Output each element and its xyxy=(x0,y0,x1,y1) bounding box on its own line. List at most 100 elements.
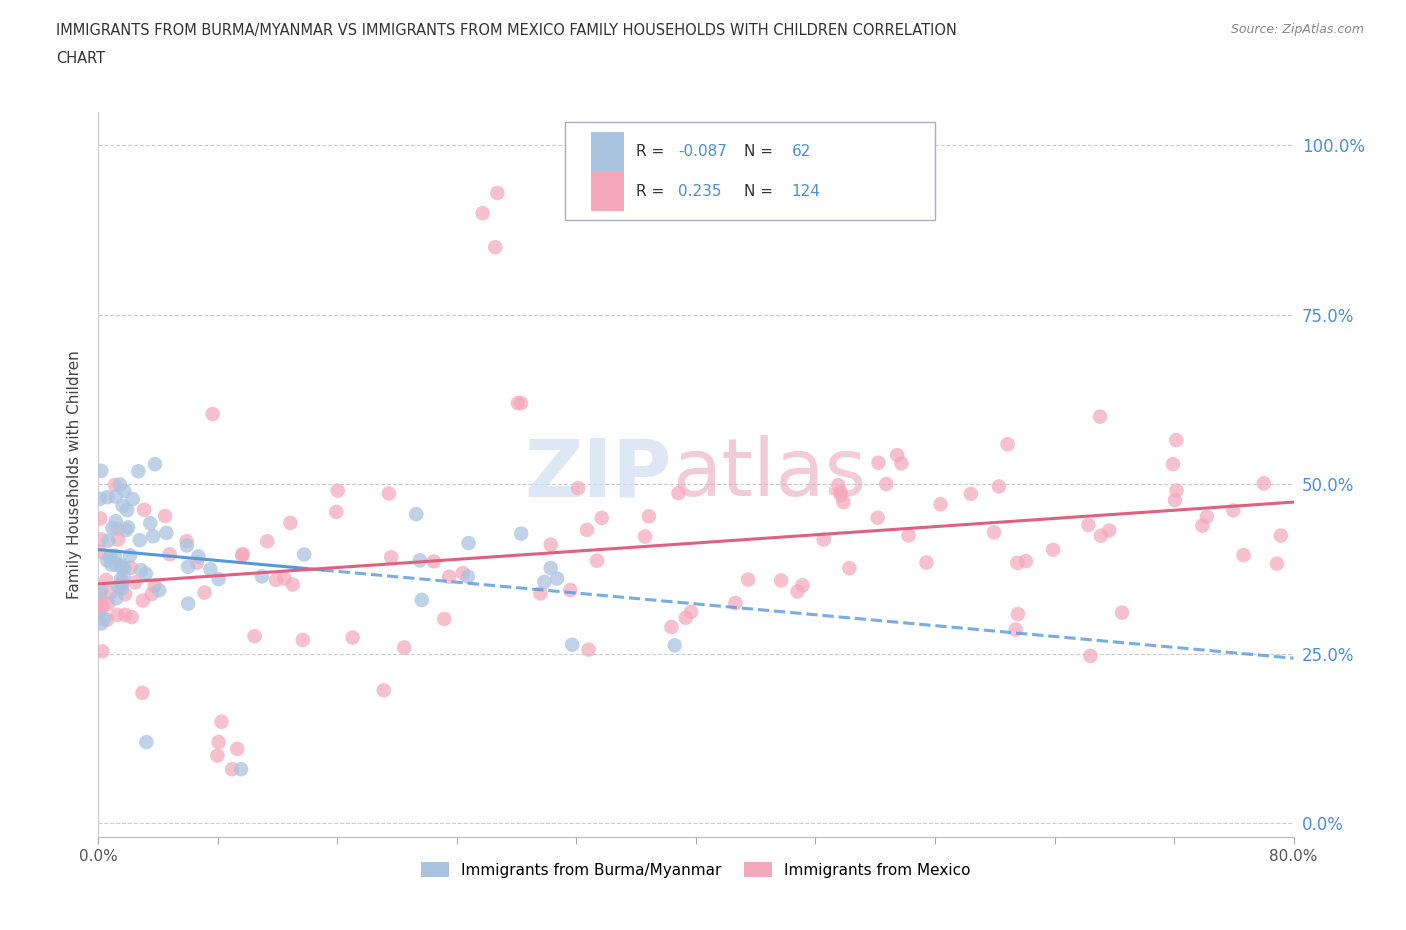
Point xyxy=(378,486,401,501)
Text: IMMIGRANTS FROM BURMA/MYANMAR VS IMMIGRANTS FROM MEXICO FAMILY HOUSEHOLDS WITH C: IMMIGRANTS FROM BURMA/MYANMAR VS IMMIGRA… xyxy=(56,23,957,38)
Point xyxy=(737,572,759,587)
Point xyxy=(90,584,112,599)
Point xyxy=(121,492,143,507)
Text: 0.235: 0.235 xyxy=(678,184,721,199)
Point xyxy=(1077,518,1099,533)
Point xyxy=(533,575,555,590)
Point xyxy=(120,560,142,575)
Point xyxy=(661,619,683,634)
Legend: Immigrants from Burma/Myanmar, Immigrants from Mexico: Immigrants from Burma/Myanmar, Immigrant… xyxy=(415,856,977,884)
Point xyxy=(91,598,114,613)
Point xyxy=(100,586,122,601)
Point xyxy=(121,610,143,625)
Point xyxy=(135,735,157,750)
Y-axis label: Family Households with Children: Family Households with Children xyxy=(67,350,83,599)
Text: N =: N = xyxy=(744,144,778,159)
Point xyxy=(101,521,124,536)
Point xyxy=(89,512,111,526)
Point xyxy=(411,592,433,607)
Point xyxy=(1161,457,1184,472)
Point xyxy=(93,612,115,627)
Point xyxy=(107,522,129,537)
Point xyxy=(457,569,479,584)
Point xyxy=(264,573,287,588)
Point xyxy=(104,514,127,529)
Point xyxy=(89,491,111,506)
Point xyxy=(724,595,747,610)
Point xyxy=(273,571,295,586)
Point xyxy=(540,561,562,576)
Point xyxy=(243,629,266,644)
Bar xyxy=(591,131,624,171)
Point xyxy=(107,532,129,547)
Text: ZIP: ZIP xyxy=(524,435,672,513)
Point xyxy=(832,495,855,510)
Point xyxy=(591,511,613,525)
Point xyxy=(586,553,609,568)
Point xyxy=(567,481,589,496)
Point xyxy=(326,484,349,498)
Point xyxy=(112,569,135,584)
Point xyxy=(129,563,152,578)
Point xyxy=(117,520,139,535)
Point xyxy=(231,548,253,563)
Point xyxy=(433,612,456,627)
Point xyxy=(110,577,132,591)
Text: Source: ZipAtlas.com: Source: ZipAtlas.com xyxy=(1230,23,1364,36)
Point xyxy=(866,511,889,525)
Point xyxy=(1166,432,1188,447)
Point xyxy=(637,509,659,524)
Point xyxy=(114,587,136,602)
Point xyxy=(97,596,120,611)
FancyBboxPatch shape xyxy=(565,123,935,220)
Point xyxy=(159,547,181,562)
Point xyxy=(409,553,432,568)
Point xyxy=(142,529,165,544)
Point xyxy=(124,575,146,590)
Point xyxy=(1088,409,1111,424)
Point xyxy=(186,555,208,570)
Point xyxy=(886,447,908,462)
Point xyxy=(451,565,474,580)
Point xyxy=(134,502,156,517)
Point xyxy=(668,485,690,500)
Point xyxy=(117,503,139,518)
Point xyxy=(929,497,952,512)
Point xyxy=(675,610,697,625)
Point xyxy=(155,525,177,540)
Point xyxy=(792,578,814,592)
Point xyxy=(868,456,890,471)
Point xyxy=(342,631,364,645)
Point xyxy=(1007,606,1029,621)
Point xyxy=(177,596,200,611)
Point xyxy=(127,464,149,479)
Point xyxy=(90,463,112,478)
Point xyxy=(114,607,136,622)
Point xyxy=(578,642,600,657)
Point xyxy=(890,456,912,471)
Point xyxy=(177,559,200,574)
Point xyxy=(207,572,229,587)
Point xyxy=(89,544,111,559)
Point xyxy=(540,538,562,552)
Point xyxy=(100,557,122,572)
Point xyxy=(100,549,122,564)
Point xyxy=(97,533,120,548)
Point xyxy=(830,487,852,502)
Point xyxy=(90,617,112,631)
Point xyxy=(187,549,209,564)
Point xyxy=(1164,493,1187,508)
Point xyxy=(110,560,132,575)
Point xyxy=(139,516,162,531)
Point xyxy=(546,571,568,586)
Point xyxy=(915,555,938,570)
Point xyxy=(110,572,132,587)
Point xyxy=(90,532,112,547)
Point xyxy=(111,575,134,590)
Point xyxy=(1166,483,1188,498)
Text: -0.087: -0.087 xyxy=(678,144,727,159)
Point xyxy=(681,604,703,619)
Point xyxy=(141,587,163,602)
Point xyxy=(1270,528,1292,543)
Point xyxy=(111,581,134,596)
